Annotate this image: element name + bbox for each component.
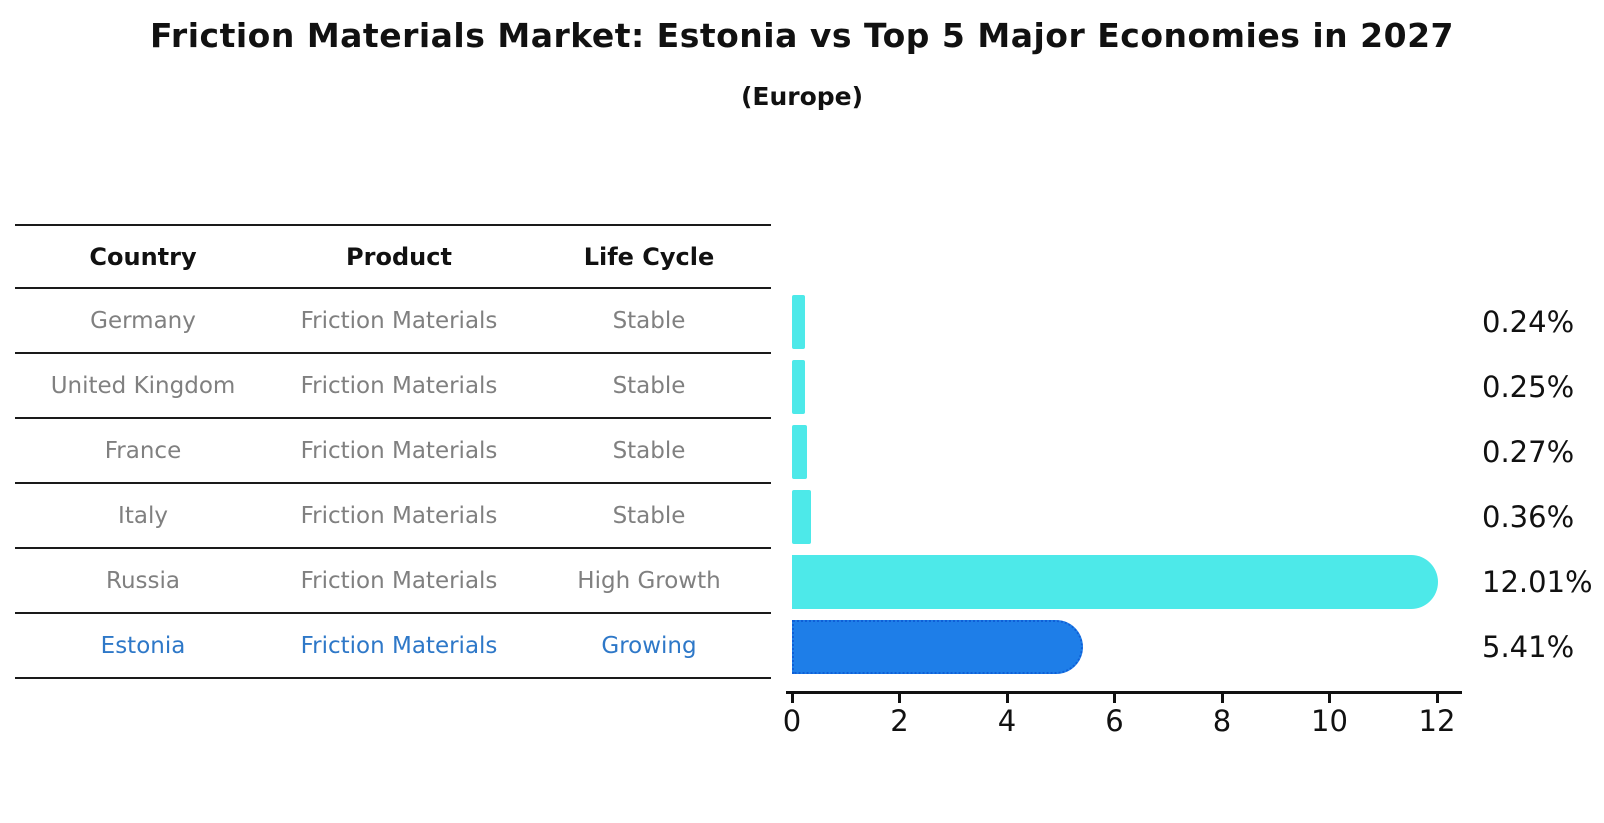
chart-subtitle: (Europe) [740, 82, 864, 111]
country-cell: Italy [118, 502, 168, 529]
table-header-country: Country [89, 242, 197, 271]
x-axis-tick [1328, 694, 1331, 703]
value-label-united-kingdom: 0.25% [1482, 369, 1575, 404]
product-cell: Friction Materials [300, 567, 498, 594]
x-axis-tick [898, 694, 901, 703]
bar-russia [792, 554, 1438, 609]
x-axis-tick-label: 10 [1311, 704, 1348, 738]
table-row-france: France Friction Materials Stable [15, 419, 771, 484]
country-cell: Germany [90, 307, 196, 334]
comparison-table: Country Product Life Cycle Germany Frict… [15, 224, 771, 679]
bar-germany [792, 294, 805, 349]
value-label-germany: 0.24% [1482, 304, 1575, 339]
life-cycle-cell: Stable [612, 372, 686, 399]
life-cycle-cell: High Growth [577, 567, 721, 594]
x-axis-tick-label: 2 [890, 704, 909, 738]
value-label-estonia: 5.41% [1482, 629, 1575, 664]
product-cell: Friction Materials [300, 437, 498, 464]
table-row-estonia: Estonia Friction Materials Growing [15, 614, 771, 679]
country-cell: France [104, 437, 182, 464]
x-axis-tick [1220, 694, 1224, 703]
product-cell: Friction Materials [300, 502, 498, 529]
value-label-italy: 0.36% [1482, 499, 1575, 534]
value-label-russia: 12.01% [1482, 564, 1593, 599]
table-header-row: Country Product Life Cycle [15, 224, 771, 289]
table-header-product: Product [346, 242, 452, 271]
table-row-united-kingdom: United Kingdom Friction Materials Stable [15, 354, 771, 419]
country-cell: United Kingdom [50, 372, 236, 399]
table-row-germany: Germany Friction Materials Stable [15, 289, 771, 354]
x-axis-tick [1005, 694, 1009, 703]
life-cycle-cell: Growing [601, 632, 697, 659]
x-axis-tick-label: 6 [1105, 704, 1124, 738]
bar-united-kingdom [792, 359, 806, 414]
bar-france [792, 424, 807, 479]
chart-title: Friction Materials Market: Estonia vs To… [150, 16, 1454, 55]
life-cycle-cell: Stable [612, 502, 686, 529]
x-axis-line [786, 691, 1462, 694]
country-cell: Estonia [100, 632, 186, 659]
x-axis-tick [790, 694, 794, 703]
bar-estonia [792, 619, 1083, 674]
table-row-italy: Italy Friction Materials Stable [15, 484, 771, 549]
life-cycle-cell: Stable [612, 437, 686, 464]
country-cell: Russia [106, 567, 180, 594]
x-axis-tick-label: 8 [1212, 704, 1232, 738]
x-axis-tick-label: 12 [1418, 704, 1456, 738]
bar-italy [792, 489, 812, 544]
product-cell: Friction Materials [300, 372, 498, 399]
x-axis-tick [1113, 694, 1116, 703]
value-label-france: 0.27% [1482, 434, 1575, 469]
product-cell: Friction Materials [300, 307, 498, 334]
table-header-life-cycle: Life Cycle [583, 242, 715, 271]
product-cell: Friction Materials [300, 632, 498, 659]
life-cycle-cell: Stable [612, 307, 686, 334]
x-axis-tick [1435, 694, 1439, 703]
x-axis-tick-label: 4 [997, 704, 1017, 738]
table-row-russia: Russia Friction Materials High Growth [15, 549, 771, 614]
x-axis-tick-label: 0 [782, 704, 802, 738]
